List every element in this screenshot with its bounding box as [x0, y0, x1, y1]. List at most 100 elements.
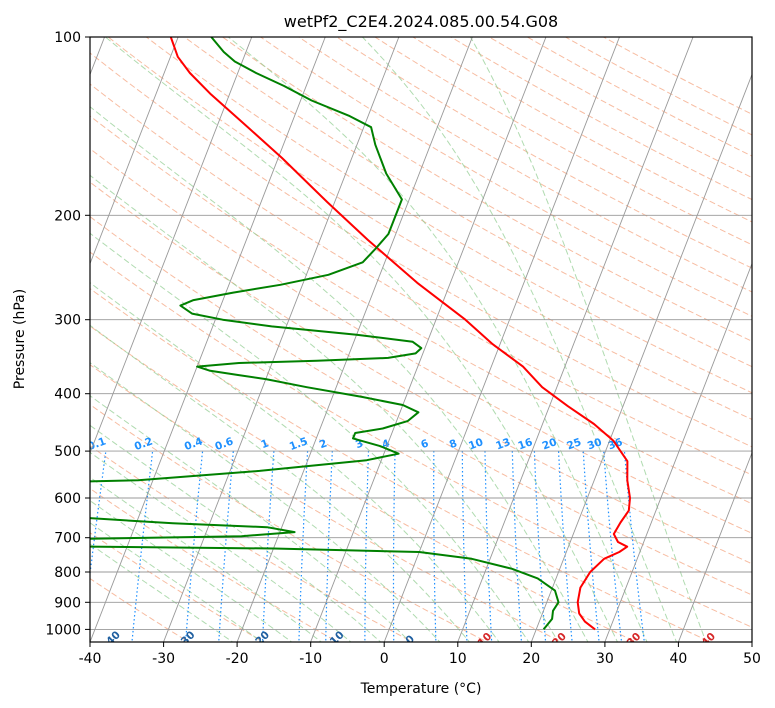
isotherm-line	[163, 37, 400, 642]
dry-adiabat-label: 40	[699, 630, 718, 649]
mixing-ratio-label: 30	[586, 436, 604, 452]
dry-adiabat-line	[90, 445, 414, 642]
mixing-ratio-label: 10	[467, 436, 485, 452]
mixing-ratio-line	[433, 451, 437, 642]
x-tick-label: -30	[152, 651, 175, 667]
isotherm-line	[310, 37, 547, 642]
moist-adiabat-line	[90, 476, 323, 642]
moist-adiabat-line	[105, 37, 619, 642]
isotherm-line	[677, 451, 752, 642]
y-tick-label: 400	[54, 387, 81, 403]
mixing-ratio-line	[582, 451, 600, 642]
dry-adiabat-label: -20	[250, 629, 272, 651]
isotherm-line	[457, 37, 694, 642]
dry-adiabat-line	[90, 487, 339, 642]
isotherm-line	[90, 37, 253, 455]
dry-adiabat-line	[90, 115, 752, 505]
dry-adiabat-line	[90, 148, 752, 534]
mixing-ratio-line	[392, 451, 396, 642]
plot-area: 0.10.20.40.611.52346810131620253036-100-…	[86, 37, 752, 651]
mixing-ratio-line	[533, 451, 547, 642]
y-axis: 100 200 300 400 500 600 700 800 900 1000	[45, 30, 90, 638]
mixing-ratio-label: 4	[380, 437, 391, 451]
mixing-ratio-label: 3	[354, 437, 365, 451]
mixing-ratio-label: 13	[494, 436, 512, 452]
isotherm-line	[90, 37, 326, 642]
mixing-ratio-line	[364, 451, 370, 642]
x-tick-label: 10	[449, 651, 467, 667]
dewpoint-profile-line	[90, 37, 560, 631]
mixing-ratio-label: 0.1	[86, 435, 108, 453]
moist-adiabat-line	[90, 232, 530, 642]
y-tick-label: 700	[54, 531, 81, 547]
isotherm-line	[604, 262, 752, 642]
mixing-ratio-label: 0.2	[133, 435, 155, 453]
dry-adiabat-line	[90, 532, 265, 642]
dry-adiabat-line	[221, 37, 752, 342]
x-tick-label: 40	[669, 651, 687, 667]
dry-adiabat-line	[259, 37, 752, 317]
mixing-ratio-label: 0.4	[183, 435, 205, 453]
y-tick-label: 200	[54, 208, 81, 224]
mixing-ratio-label: 25	[565, 436, 583, 452]
isotherm-line	[751, 640, 752, 642]
dry-adiabat-label: -30	[176, 629, 198, 651]
mixing-ratio-line	[511, 451, 523, 642]
mixing-ratio-label: 1	[259, 437, 270, 451]
x-tick-label: 30	[596, 651, 614, 667]
y-tick-label: 100	[54, 30, 81, 46]
moist-adiabat-line	[90, 174, 559, 642]
mixing-ratio-line	[461, 451, 468, 642]
y-tick-label: 500	[54, 444, 81, 460]
isotherm-line	[383, 37, 620, 642]
mixing-ratio-label: 16	[516, 436, 534, 452]
mixing-ratio-label: 1.5	[288, 435, 310, 453]
x-axis: -40 -30 -20 -10 0 10 20 30 40 50	[79, 642, 761, 667]
y-tick-label: 300	[54, 313, 81, 329]
mixing-ratio-line	[298, 451, 309, 642]
dry-adiabat-line	[90, 52, 752, 448]
x-tick-label: -40	[79, 651, 102, 667]
dry-adiabat-label: -10	[325, 629, 347, 651]
dry-adiabat-label: 0	[403, 633, 417, 647]
dry-adiabat-label: -40	[101, 629, 123, 651]
x-tick-label: 0	[380, 651, 389, 667]
y-tick-label: 900	[54, 595, 81, 611]
dry-adiabat-line	[90, 216, 752, 596]
dry-adiabat-line	[90, 325, 638, 642]
moist-adiabat-line	[90, 543, 234, 642]
dry-adiabat-line	[602, 37, 752, 115]
moist-adiabat-line	[470, 37, 707, 642]
dry-adiabat-label: 20	[550, 630, 569, 649]
mixing-ratio-label: 2	[318, 437, 329, 451]
y-tick-label: 600	[54, 491, 81, 507]
y-axis-title: Pressure (hPa)	[12, 289, 28, 389]
dry-adiabat-line	[412, 37, 752, 223]
mixing-ratio-label: 20	[541, 436, 559, 452]
mixing-ratio-label: 0.6	[213, 435, 235, 453]
mixing-ratio-label: 8	[448, 437, 459, 451]
y-tick-label: 1000	[45, 622, 81, 638]
x-tick-label: 20	[522, 651, 540, 667]
plot-frame	[89, 36, 753, 643]
y-tick-label: 800	[54, 565, 81, 581]
moist-adiabat-line	[90, 499, 293, 642]
isotherm-line	[90, 37, 179, 265]
dry-adiabat-label: 30	[625, 630, 644, 649]
moist-adiabat-line	[90, 522, 264, 642]
dry-adiabat-line	[90, 577, 190, 642]
mixing-ratio-label: 6	[419, 437, 430, 451]
moist-adiabat-line	[90, 451, 352, 642]
mixing-ratio-line	[325, 451, 333, 642]
x-tick-label: -10	[299, 651, 322, 667]
mixing-ratio-line	[603, 451, 623, 642]
mixing-ratio-line	[484, 451, 493, 642]
temperature-profile-line	[169, 37, 631, 631]
x-tick-label: 50	[743, 651, 761, 667]
x-axis-title: Temperature (°C)	[360, 681, 482, 697]
chart-title: wetPf2_C2E4.2024.085.00.54.G08	[284, 12, 558, 32]
dry-adiabat-label: 10	[475, 630, 494, 649]
x-tick-label: -20	[226, 651, 249, 667]
moist-adiabat-line	[90, 424, 382, 642]
